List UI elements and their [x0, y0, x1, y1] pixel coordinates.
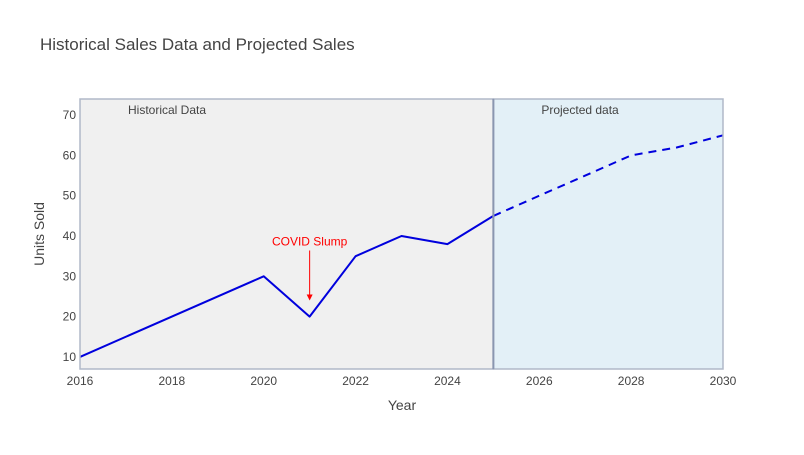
annotation-layer: COVID Slump	[272, 234, 348, 301]
y-tick-label: 20	[63, 310, 77, 324]
x-tick-label: 2016	[67, 374, 94, 388]
frame-layer	[79, 98, 724, 370]
regions-layer: Historical Data Projected data	[80, 99, 723, 369]
y-tick-label: 30	[63, 269, 77, 283]
x-tick-label: 2022	[342, 374, 369, 388]
y-tick-label: 10	[63, 350, 77, 364]
y-tick-label: 70	[63, 108, 77, 122]
y-tick-label: 50	[63, 189, 77, 203]
annotation-0-label: COVID Slump	[272, 234, 348, 248]
x-tick-label: 2024	[434, 374, 461, 388]
y-tick-label: 40	[63, 229, 77, 243]
annotation-0-arrow-head	[306, 294, 313, 301]
y-tick-label: 60	[63, 148, 77, 162]
region-0-label: Historical Data	[128, 103, 206, 117]
region-1-label: Projected data	[541, 103, 619, 117]
region-0-background	[80, 99, 494, 369]
region-1-background	[493, 99, 723, 369]
x-axis-title: Year	[388, 397, 417, 413]
x-tick-label: 2026	[526, 374, 553, 388]
lines-layer	[79, 134, 724, 358]
x-tick-label: 2028	[618, 374, 645, 388]
x-tick-label: 2018	[159, 374, 186, 388]
x-tick-label: 2020	[250, 374, 277, 388]
series-0-line	[79, 215, 494, 358]
chart-title: Historical Sales Data and Projected Sale…	[40, 35, 355, 54]
ticks-layer: 2016 2018 2020 2022 2024 2026 2028 203010203040…	[63, 108, 737, 388]
y-axis-title: Units Sold	[31, 202, 47, 266]
x-tick-label: 2030	[710, 374, 737, 388]
